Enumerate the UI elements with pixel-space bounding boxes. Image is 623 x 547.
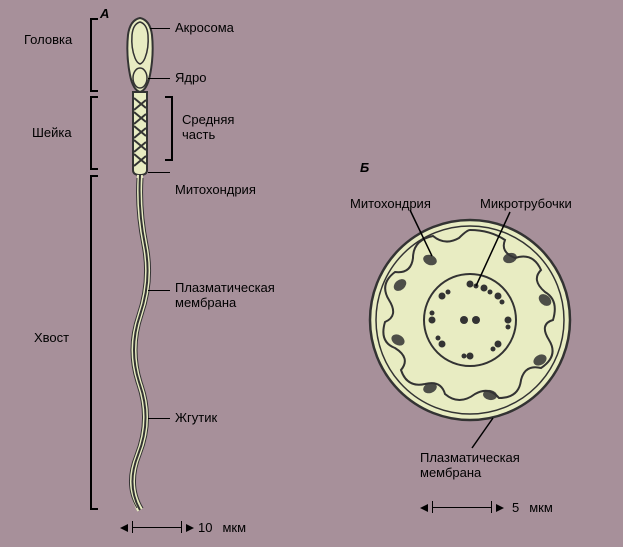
scale-b-bar — [432, 507, 492, 508]
scale-b: 5 мкм — [420, 500, 553, 515]
arrow-right-icon — [496, 504, 504, 512]
figure-b-letter: Б — [360, 160, 369, 175]
scale-b-value: 5 — [512, 500, 519, 515]
scale-b-unit: мкм — [529, 500, 553, 515]
label-microtubules: Микротрубочки — [480, 196, 572, 211]
arrow-left-icon — [420, 504, 428, 512]
label-mitochondrion-b: Митохондрия — [350, 196, 431, 211]
diagram-b-cross-section — [0, 0, 623, 547]
label-plasma-membrane-b: Плазматическая мембрана — [420, 450, 520, 480]
